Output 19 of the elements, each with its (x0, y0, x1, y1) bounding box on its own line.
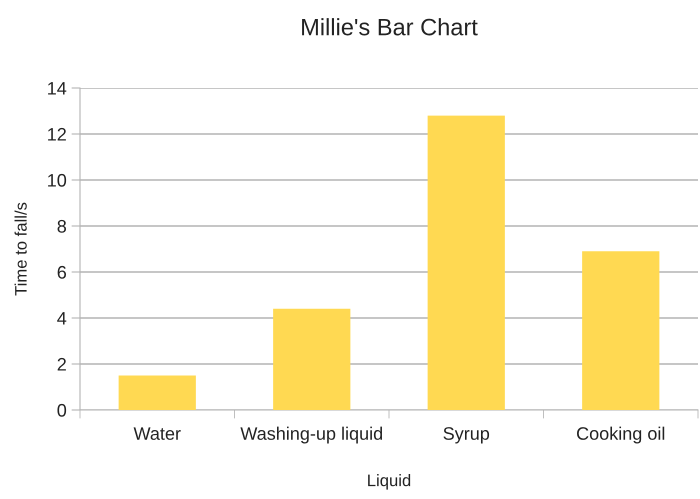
y-tick-label: 12 (48, 128, 66, 141)
y-tick-label: 2 (58, 358, 66, 371)
x-axis-title: Liquid (368, 474, 410, 490)
x-tick-label: Cooking oil (577, 426, 664, 444)
chart-title: Millie's Bar Chart (302, 18, 478, 36)
y-tick-label: 0 (57, 404, 66, 417)
bar (428, 116, 505, 410)
y-tick-label: 6 (58, 266, 66, 279)
y-tick-label: 10 (48, 174, 66, 187)
bar (273, 308, 350, 410)
y-axis-title: Time to fall/s (14, 202, 27, 296)
bar (118, 376, 196, 410)
bar (582, 251, 660, 410)
y-tick-label: 4 (57, 312, 66, 325)
x-tick-label: Syrup (443, 427, 490, 444)
x-tick-label: Water (134, 427, 181, 440)
x-tick-label: Washing-up liquid (240, 426, 382, 444)
y-tick-label: 14 (48, 82, 66, 95)
y-tick-label: 8 (58, 220, 66, 233)
